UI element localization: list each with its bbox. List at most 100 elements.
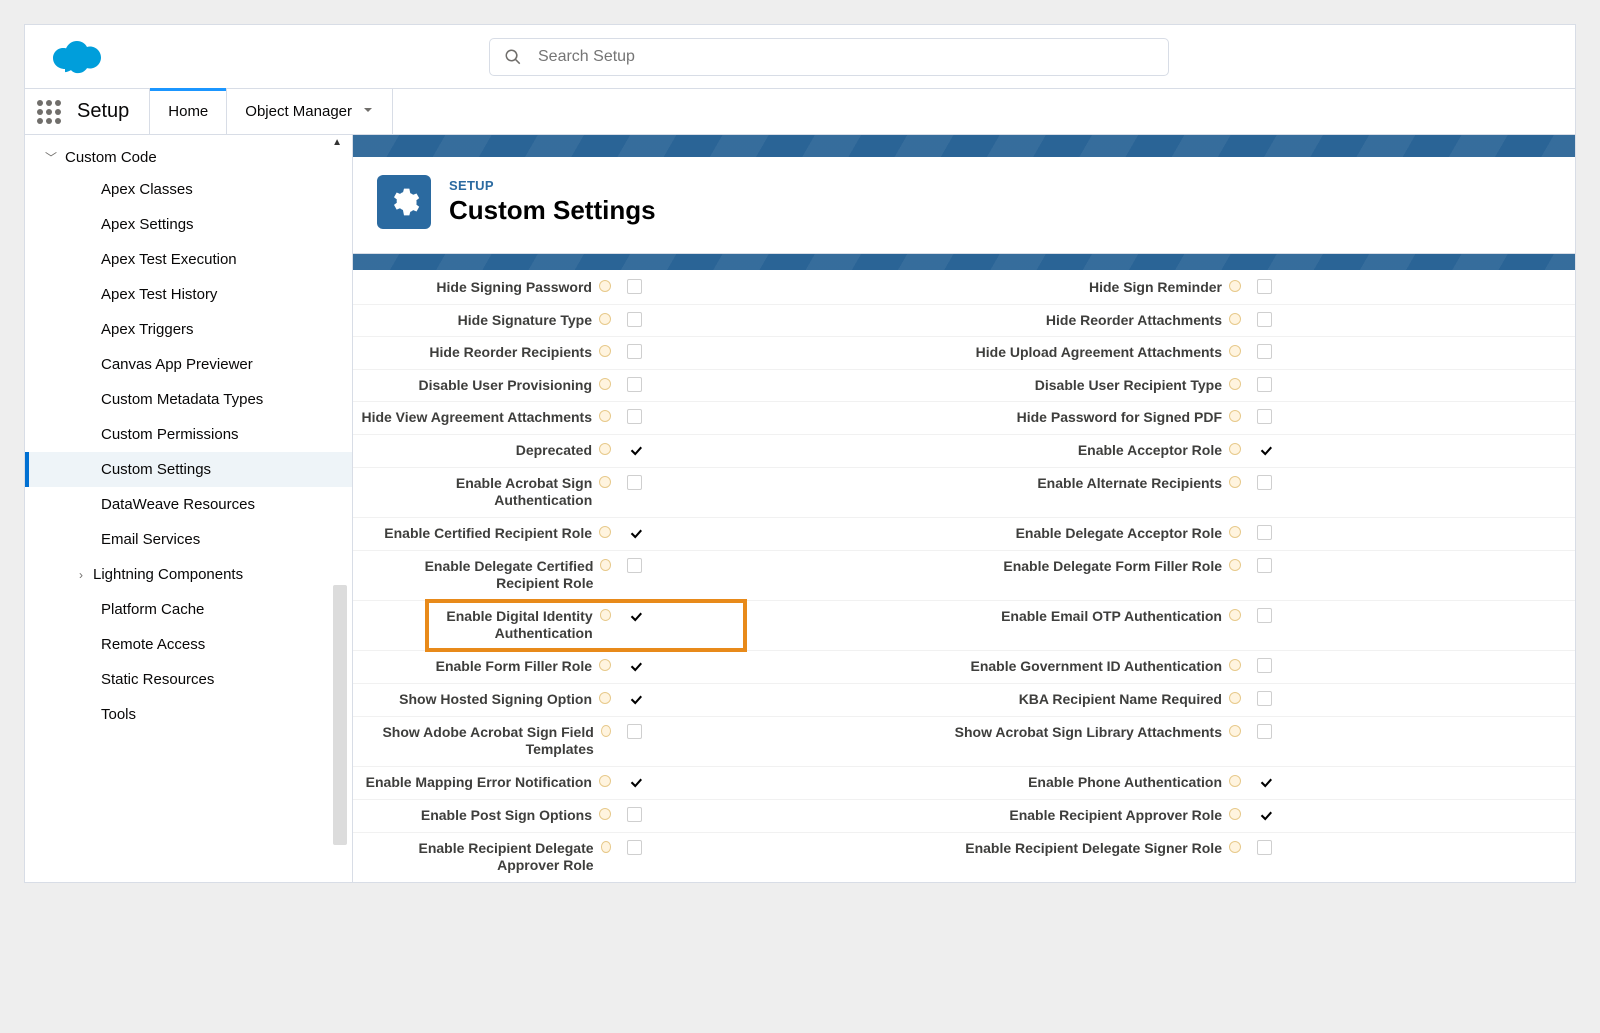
sidebar-item-platform-cache[interactable]: Platform Cache (25, 592, 352, 627)
help-icon[interactable] (599, 313, 611, 325)
chevron-right-icon: › (79, 568, 83, 582)
field-checkbox-left[interactable] (611, 833, 659, 882)
help-icon[interactable] (599, 659, 611, 671)
help-icon[interactable] (601, 841, 611, 853)
help-icon[interactable] (1229, 280, 1241, 292)
field-checkbox-right[interactable] (1241, 272, 1289, 304)
field-label-left: Hide Signing Password (353, 272, 611, 304)
search-input[interactable] (538, 48, 1154, 66)
help-icon[interactable] (599, 808, 611, 820)
banner-pattern (353, 135, 1575, 157)
field-checkbox-right[interactable] (1241, 833, 1289, 882)
field-checkbox-left[interactable] (611, 435, 659, 467)
help-icon[interactable] (1229, 345, 1241, 357)
help-icon[interactable] (1229, 443, 1241, 455)
help-icon[interactable] (599, 692, 611, 704)
field-checkbox-left[interactable] (611, 337, 659, 369)
help-icon[interactable] (1229, 313, 1241, 325)
sidebar-item-tools[interactable]: Tools (25, 697, 352, 732)
sidebar-item-email-services[interactable]: Email Services (25, 522, 352, 557)
sidebar-item-remote-access[interactable]: Remote Access (25, 627, 352, 662)
help-icon[interactable] (599, 443, 611, 455)
field-checkbox-left[interactable] (611, 684, 659, 716)
sidebar-item-apex-test-execution[interactable]: Apex Test Execution (25, 242, 352, 277)
field-label-left: Show Hosted Signing Option (353, 684, 611, 716)
sidebar-item-lightning-components[interactable]: ›Lightning Components (25, 557, 352, 592)
checkbox-unchecked (627, 558, 642, 573)
checkbox-unchecked (627, 840, 642, 855)
field-checkbox-left[interactable] (611, 651, 659, 683)
help-icon[interactable] (599, 280, 611, 292)
tab-object-manager[interactable]: Object Manager (226, 89, 393, 134)
help-icon[interactable] (1229, 559, 1241, 571)
help-icon[interactable] (600, 609, 611, 621)
help-icon[interactable] (1229, 775, 1241, 787)
field-checkbox-right[interactable] (1241, 305, 1289, 337)
field-checkbox-left[interactable] (611, 601, 659, 650)
field-checkbox-left[interactable] (611, 767, 659, 799)
page-title: Custom Settings (449, 195, 656, 226)
sidebar-item-apex-triggers[interactable]: Apex Triggers (25, 312, 352, 347)
help-icon[interactable] (599, 345, 611, 357)
sidebar-item-apex-classes[interactable]: Apex Classes (25, 172, 352, 207)
field-checkbox-right[interactable] (1241, 402, 1289, 434)
field-label-left: Enable Digital Identity Authentication (353, 601, 611, 650)
help-icon[interactable] (599, 410, 611, 422)
help-icon[interactable] (1229, 526, 1241, 538)
help-icon[interactable] (1229, 808, 1241, 820)
field-label-right: Enable Recipient Approver Role (659, 800, 1241, 832)
help-icon[interactable] (599, 775, 611, 787)
field-checkbox-right[interactable] (1241, 370, 1289, 402)
field-label: Enable Acceptor Role (1078, 442, 1222, 460)
help-icon[interactable] (1229, 659, 1241, 671)
field-checkbox-right[interactable] (1241, 435, 1289, 467)
help-icon[interactable] (1229, 692, 1241, 704)
field-checkbox-left[interactable] (611, 717, 659, 766)
sidebar-item-static-resources[interactable]: Static Resources (25, 662, 352, 697)
field-checkbox-left[interactable] (611, 305, 659, 337)
field-checkbox-right[interactable] (1241, 684, 1289, 716)
field-checkbox-left[interactable] (611, 468, 659, 517)
field-label-right: Enable Delegate Form Filler Role (659, 551, 1241, 600)
sidebar-item-canvas-app-previewer[interactable]: Canvas App Previewer (25, 347, 352, 382)
field-checkbox-right[interactable] (1241, 337, 1289, 369)
scrollbar-track[interactable] (333, 585, 347, 845)
help-icon[interactable] (1229, 609, 1241, 621)
sidebar-item-custom-settings[interactable]: Custom Settings (25, 452, 352, 487)
help-icon[interactable] (601, 725, 611, 737)
field-checkbox-left[interactable] (611, 370, 659, 402)
help-icon[interactable] (1229, 841, 1241, 853)
field-checkbox-right[interactable] (1241, 767, 1289, 799)
field-checkbox-left[interactable] (611, 402, 659, 434)
field-checkbox-right[interactable] (1241, 717, 1289, 766)
app-launcher-icon[interactable] (25, 89, 73, 134)
field-checkbox-right[interactable] (1241, 468, 1289, 517)
scroll-up-icon[interactable]: ▲ (332, 137, 342, 148)
sidebar-section-custom-code[interactable]: ﹀ Custom Code (25, 141, 352, 172)
help-icon[interactable] (1229, 410, 1241, 422)
field-checkbox-right[interactable] (1241, 518, 1289, 550)
sidebar-item-dataweave-resources[interactable]: DataWeave Resources (25, 487, 352, 522)
help-icon[interactable] (599, 378, 611, 390)
help-icon[interactable] (1229, 725, 1241, 737)
tab-home[interactable]: Home (149, 89, 226, 134)
help-icon[interactable] (1229, 476, 1241, 488)
search-box[interactable] (489, 38, 1169, 76)
help-icon[interactable] (599, 476, 611, 488)
field-checkbox-right[interactable] (1241, 551, 1289, 600)
help-icon[interactable] (600, 559, 611, 571)
help-icon[interactable] (599, 526, 611, 538)
field-checkbox-left[interactable] (611, 800, 659, 832)
field-checkbox-right[interactable] (1241, 601, 1289, 650)
sidebar-item-custom-permissions[interactable]: Custom Permissions (25, 417, 352, 452)
field-checkbox-left[interactable] (611, 518, 659, 550)
help-icon[interactable] (1229, 378, 1241, 390)
field-checkbox-right[interactable] (1241, 800, 1289, 832)
field-checkbox-right[interactable] (1241, 651, 1289, 683)
sidebar-item-apex-test-history[interactable]: Apex Test History (25, 277, 352, 312)
field-checkbox-left[interactable] (611, 272, 659, 304)
field-label-right: Show Acrobat Sign Library Attachments (659, 717, 1241, 766)
field-checkbox-left[interactable] (611, 551, 659, 600)
sidebar-item-apex-settings[interactable]: Apex Settings (25, 207, 352, 242)
sidebar-item-custom-metadata-types[interactable]: Custom Metadata Types (25, 382, 352, 417)
